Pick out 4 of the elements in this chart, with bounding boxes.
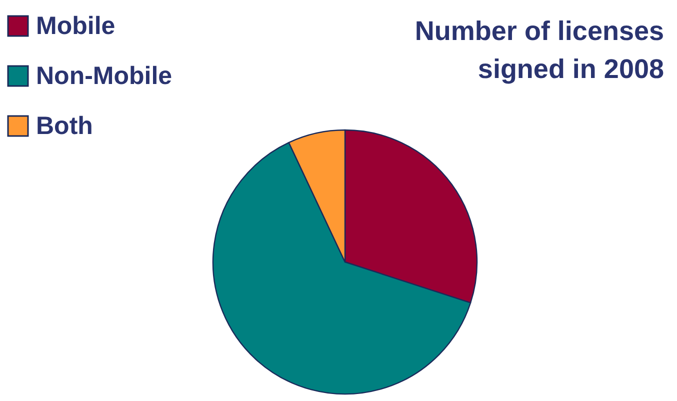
text: Number of licenses signed in 2008 bbox=[414, 16, 664, 84]
legend-label: Both bbox=[36, 112, 93, 140]
legend-label: Non-Mobile bbox=[36, 62, 172, 90]
legend-label: Mobile bbox=[36, 12, 116, 40]
